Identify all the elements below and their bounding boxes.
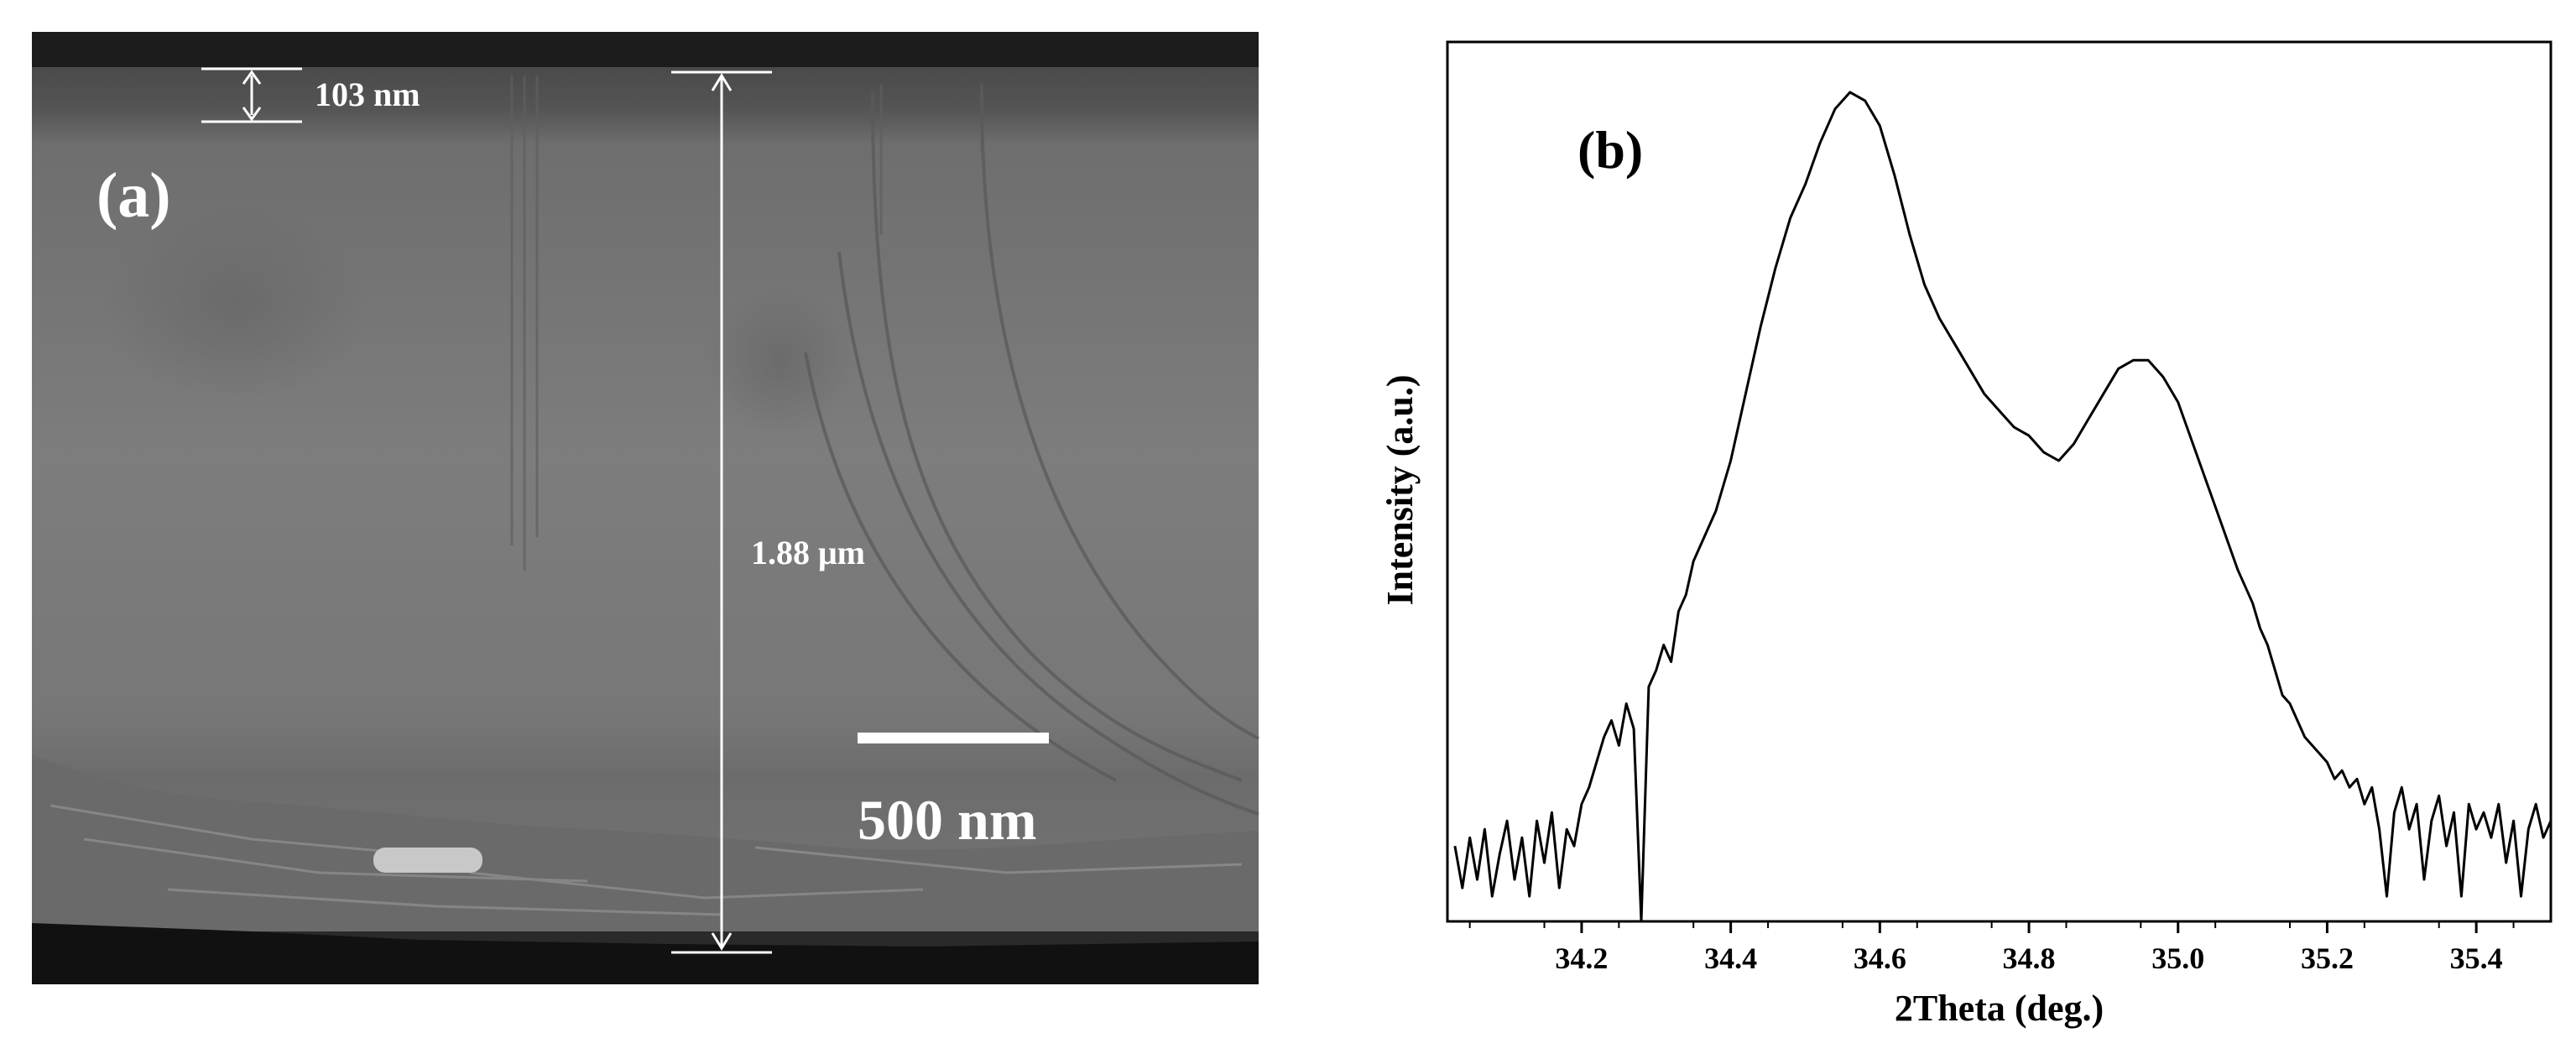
x-tick-label: 35.0 — [2151, 942, 2204, 975]
x-tick-label: 34.8 — [2003, 942, 2056, 975]
xrd-series-line — [1453, 91, 2553, 923]
total-thickness-label: 1.88 μm — [751, 534, 865, 571]
bottom-dark-region — [32, 923, 1259, 984]
x-tick-label: 35.4 — [2450, 942, 2503, 975]
total-thickness-dimension — [671, 70, 772, 954]
x-tick-label: 34.6 — [1854, 942, 1906, 975]
panel-b-label: (b) — [1577, 120, 1643, 180]
plot-frame — [1446, 40, 2553, 923]
x-tick-label: 35.2 — [2301, 942, 2354, 975]
xrd-chart: 34.2 34.4 34.6 34.8 35.0 35.2 35.4 2Theta (deg.… — [1379, 40, 2553, 1029]
bright-particle — [373, 848, 482, 873]
top-dark-region — [32, 32, 1259, 84]
x-tick-label: 34.4 — [1704, 942, 1757, 975]
thin-layer-dimension-label: 103 nm — [315, 76, 420, 113]
substrate-texture — [50, 804, 1243, 916]
x-tick-label: 34.2 — [1555, 942, 1608, 975]
x-axis-label: 2Theta (deg.) — [1895, 988, 2104, 1029]
panel-a-label: (a) — [96, 160, 171, 231]
thin-layer-dimension — [201, 67, 302, 123]
y-axis-label: Intensity (a.u.) — [1379, 374, 1421, 605]
substrate-interface — [32, 755, 1259, 931]
scale-bar — [858, 733, 1049, 743]
scale-bar-label: 500 nm — [858, 788, 1036, 852]
sem-cross-section-panel: 103 nm 1.88 μm (a) 500 nm — [32, 32, 1259, 984]
grain-boundaries — [804, 91, 1259, 816]
